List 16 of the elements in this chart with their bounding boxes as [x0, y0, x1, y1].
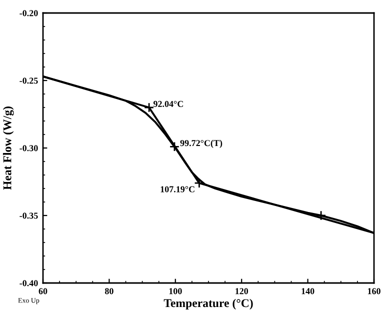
annotation: 92.04°C — [153, 100, 183, 108]
y-tick-label: -0.20 — [20, 10, 38, 16]
annotation: 99.72°C(T) — [180, 140, 222, 148]
y-tick-label: -0.35 — [20, 212, 38, 219]
y-axis-title: Heat Flow (W/g) — [2, 106, 14, 190]
x-tick-label: 60 — [38, 288, 48, 294]
x-tick-label: 140 — [302, 288, 314, 294]
y-tick-label: -0.25 — [20, 78, 38, 84]
y-tick-label: -0.40 — [20, 280, 38, 286]
y-tick-label: -0.30 — [20, 145, 38, 152]
x-tick-label: 120 — [236, 288, 248, 294]
x-tick-label: 160 — [368, 288, 380, 294]
annotation: 107.19°C — [160, 186, 194, 192]
x-tick-label: 100 — [169, 288, 182, 294]
x-axis-title: Temperature (°C) — [164, 298, 253, 310]
x-tick-label: 80 — [104, 288, 114, 294]
